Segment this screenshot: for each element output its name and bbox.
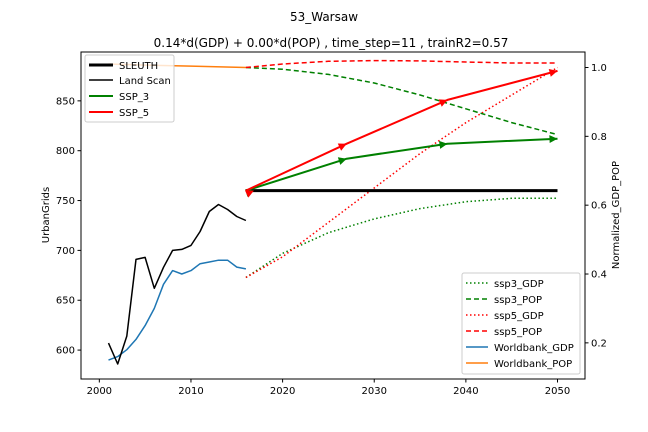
x-tick-label: 2010: [178, 386, 203, 397]
chart-title: 53_Warsaw: [290, 10, 358, 24]
series-arrow-ssp-5: [548, 69, 558, 77]
legend-label-ssp5-gdp: ssp5_GDP: [494, 311, 544, 322]
x-tick-label: 2050: [545, 386, 570, 397]
y-left-tick-label: 700: [56, 246, 75, 257]
y-right-tick-label: 0.6: [591, 201, 607, 212]
y-axis-left: 600 650 700 750 800 850: [56, 96, 81, 357]
y-left-tick-label: 800: [56, 146, 75, 157]
series-line-land-scan: [107, 203, 247, 365]
series-line-ssp-3: [245, 137, 558, 192]
y-left-tick-label: 600: [56, 346, 75, 357]
x-axis: 2000 2010 2020 2030 2040 2050: [87, 379, 570, 397]
legend-label-ssp-3: SSP_3: [119, 92, 149, 103]
legend-label-ssp-5: SSP_5: [119, 108, 149, 119]
x-tick-label: 2020: [270, 386, 295, 397]
legend-right-box: [461, 272, 581, 375]
y-right-tick-label: 0.2: [591, 338, 607, 349]
series-arrow-ssp-3: [337, 157, 347, 165]
series-line-ssp3-gdp: [245, 197, 558, 279]
y-left-tick-label: 750: [56, 196, 75, 207]
legend-label-ssp5-pop: ssp5_POP: [494, 327, 542, 338]
legend-right: ssp3_GDP ssp3_POP ssp5_GDP ssp5_POP Worl…: [461, 272, 581, 375]
x-tick-label: 2040: [453, 386, 478, 397]
series-line-ssp3-pop: [245, 66, 558, 136]
y-left-tick-label: 650: [56, 296, 75, 307]
series-arrow-ssp-3: [439, 140, 448, 149]
plot-frame: [80, 51, 586, 380]
series-arrow-ssp-5: [438, 99, 448, 107]
y-right-tick-label: 0.4: [591, 270, 607, 281]
y-left-tick-label: 850: [56, 96, 75, 107]
series-arrow-ssp-5: [337, 143, 347, 151]
series-line-ssp5-pop: [245, 59, 558, 69]
y-right-tick-label: 1.0: [591, 63, 607, 74]
series-line-ssp5-gdp: [245, 66, 558, 279]
series-line-ssp-5: [245, 69, 558, 192]
legend-left-box: [84, 54, 175, 123]
series-arrow-ssp-5: [244, 190, 254, 198]
legend-label-land-scan: Land Scan: [119, 76, 171, 87]
x-tick-label: 2000: [87, 386, 112, 397]
chart-subtitle: 0.14*d(GDP) + 0.00*d(POP) , time_step=11…: [154, 36, 509, 50]
series-line-worldbank-gdp: [108, 259, 247, 361]
y-axis-left-label: UrbanGrids: [41, 187, 52, 243]
legend-label-worldbank-gdp: Worldbank_GDP: [494, 343, 574, 354]
y-right-tick-label: 0.8: [591, 132, 607, 143]
series-arrow-ssp-3: [549, 135, 558, 144]
legend-label-worldbank-pop: Worldbank_POP: [494, 359, 572, 370]
y-axis-right-label: Normalized_GDP_POP: [611, 161, 622, 269]
legend-label-ssp3-pop: ssp3_POP: [494, 295, 542, 306]
x-tick-label: 2030: [362, 386, 387, 397]
legend-left: SLEUTH Land Scan SSP_3 SSP_5: [84, 54, 175, 123]
legend-label-sleuth: SLEUTH: [119, 61, 158, 72]
legend-label-ssp3-gdp: ssp3_GDP: [494, 279, 544, 290]
y-axis-right: 0.2 0.4 0.6 0.8 1.0: [585, 63, 607, 349]
series-layer: [107, 59, 558, 365]
